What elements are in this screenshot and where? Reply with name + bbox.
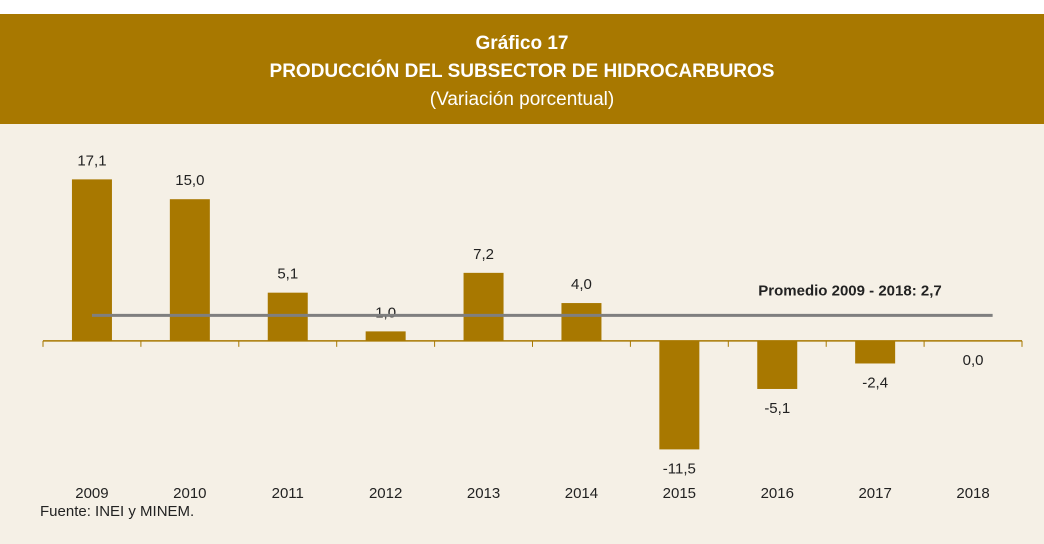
data-label: -5,1 — [764, 400, 790, 417]
x-tick-label: 2014 — [565, 485, 598, 502]
x-tick-label: 2016 — [761, 485, 794, 502]
x-tick-label: 2012 — [369, 485, 402, 502]
chart-header: Gráfico 17 — [476, 33, 569, 54]
data-label: 7,2 — [473, 246, 494, 263]
x-tick-label: 2017 — [858, 485, 891, 502]
chart-title: PRODUCCIÓN DEL SUBSECTOR DE HIDROCARBURO… — [270, 60, 775, 82]
average-label: Promedio 2009 - 2018: 2,7 — [758, 282, 941, 299]
bar — [169, 199, 210, 341]
header-band — [0, 14, 1044, 124]
bar — [659, 340, 700, 450]
x-tick-label: 2011 — [272, 485, 304, 502]
x-tick-label: 2013 — [467, 485, 500, 502]
x-tick-label: 2018 — [956, 485, 989, 502]
x-tick-label: 2009 — [75, 485, 108, 502]
x-tick-label: 2015 — [663, 485, 696, 502]
bar — [365, 331, 406, 341]
data-label: 5,1 — [277, 266, 298, 283]
bar — [855, 340, 896, 364]
data-label: 1,0 — [375, 304, 396, 321]
bar — [463, 272, 504, 341]
source-note: Fuente: INEI y MINEM. — [40, 503, 194, 520]
bar — [757, 340, 798, 389]
data-label: 4,0 — [571, 276, 592, 293]
bar — [561, 303, 602, 341]
data-label: 15,0 — [175, 172, 204, 189]
data-label: -11,5 — [663, 460, 696, 477]
chart-subtitle: (Variación porcentual) — [430, 89, 614, 110]
data-label: 17,1 — [77, 152, 106, 169]
x-tick-label: 2010 — [173, 485, 206, 502]
plot-background — [0, 124, 1044, 544]
data-label: -2,4 — [862, 374, 888, 391]
data-label: 0,0 — [963, 352, 984, 369]
